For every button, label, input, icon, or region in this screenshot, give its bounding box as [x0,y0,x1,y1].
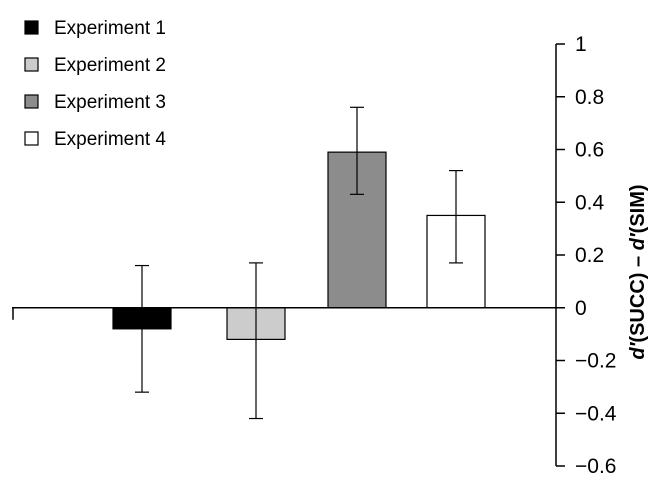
y-axis-label-part: (SUCC) – [627,250,649,342]
legend-swatch [24,131,39,146]
y-tick-label: −0.6 [575,455,616,478]
y-ticks: 1 0.8 0.6 0.4 0.2 0 −0.2 −0.4 −0.6 [556,33,617,478]
y-tick-label: −0.2 [575,350,616,373]
legend: Experiment 1 Experiment 2 Experiment 3 Expe… [24,18,166,150]
legend-label: Experiment 2 [54,55,166,76]
y-tick-label: 0.4 [575,191,605,214]
y-tick-label: 0.6 [575,139,604,162]
bars [112,151,486,340]
y-tick-label: 0.2 [575,244,604,267]
y-tick-label: 0 [575,297,587,320]
legend-label: Experiment 4 [54,129,166,150]
legend-label: Experiment 1 [54,18,166,39]
y-axis-label-part: d′ [627,341,649,359]
error-bars [135,106,463,420]
y-axis-label-part: d′ [627,232,649,250]
legend-swatch [24,94,39,109]
legend-label: Experiment 3 [54,92,166,113]
legend-swatch [24,20,39,35]
y-axis-label: d′(SUCC) – d′(SIM) [627,184,649,359]
y-axis-label-part: (SIM) [627,184,649,233]
y-tick-label: 1 [575,33,587,56]
y-tick-label: −0.4 [575,402,617,425]
legend-swatch [24,57,39,72]
y-tick-label: 0.8 [575,86,604,109]
